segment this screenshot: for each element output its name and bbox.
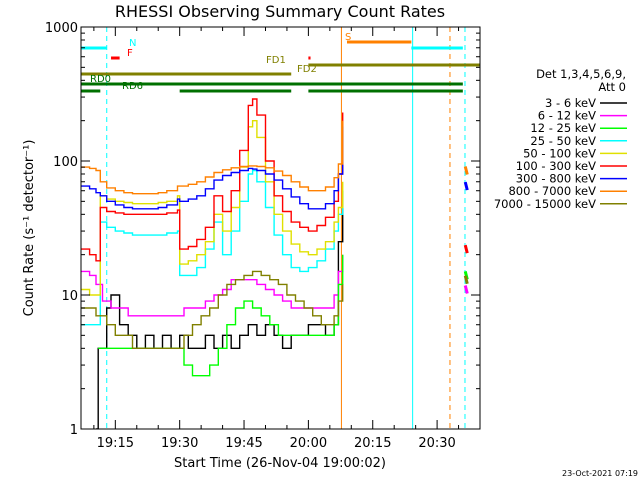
series-line-3: [81, 169, 344, 326]
series-line-8: [81, 270, 344, 349]
legend-label-6: 300 - 800 keV: [516, 172, 596, 186]
right-edge-tick-0: [463, 181, 469, 191]
right-edge-tick-1: [463, 166, 469, 175]
flag-label-fd1: FD1: [266, 55, 286, 66]
chart-title: RHESSI Observing Summary Count Rates: [115, 2, 445, 21]
legend-label-2: 12 - 25 keV: [530, 121, 596, 135]
x-tick-label-3: 20:00: [290, 436, 327, 451]
y-axis-label: Count Rate (s⁻¹ detector⁻¹): [22, 140, 37, 317]
legend-label-5: 100 - 300 keV: [516, 159, 596, 173]
y-tick-label-2: 100: [53, 155, 78, 170]
series-line-5: [81, 98, 344, 262]
legend-label-0: 3 - 6 keV: [545, 96, 596, 110]
series-line-0: [96, 190, 344, 429]
flag-label-rd0: RD0: [90, 74, 111, 85]
x-axis-label: Start Time (26-Nov-04 19:00:02): [174, 456, 386, 471]
flag-label-s: S: [345, 32, 351, 43]
x-tick-label-4: 20:15: [354, 436, 391, 451]
flag-label-n: N: [129, 38, 136, 49]
right-edge-tick-2: [463, 244, 469, 254]
right-edge-tick-5: [463, 275, 469, 285]
x-tick-label-2: 19:45: [225, 436, 262, 451]
flag-label-f: F: [127, 48, 133, 59]
flag-label-rd6: RD6: [122, 81, 143, 92]
x-tick-label-1: 19:30: [161, 436, 198, 451]
y-tick-label-1: 10: [61, 289, 78, 304]
x-tick-label-0: 19:15: [97, 436, 134, 451]
legend-label-3: 25 - 50 keV: [530, 134, 596, 148]
legend-label-4: 50 - 100 keV: [523, 146, 596, 160]
legend-label-7: 800 - 7000 keV: [508, 184, 596, 198]
y-tick-label-0: 1: [70, 423, 78, 438]
series-line-4: [81, 120, 344, 296]
flag-label-fd2: FD2: [297, 64, 317, 75]
generation-timestamp: 23-Oct-2021 07:19: [562, 469, 638, 478]
legend-label-8: 7000 - 15000 keV: [494, 197, 596, 211]
legend-header-line-2: Att 0: [598, 80, 626, 94]
legend-header-line-1: Det 1,3,4,5,6,9,: [536, 67, 626, 81]
plot-frame: [80, 26, 481, 430]
series-line-7: [81, 120, 344, 195]
right-edge-tick-4: [463, 285, 469, 294]
x-tick-label-5: 20:30: [418, 436, 455, 451]
series-line-6: [81, 126, 344, 210]
legend-label-1: 6 - 12 keV: [538, 109, 596, 123]
y-tick-label-3: 1000: [45, 21, 78, 36]
